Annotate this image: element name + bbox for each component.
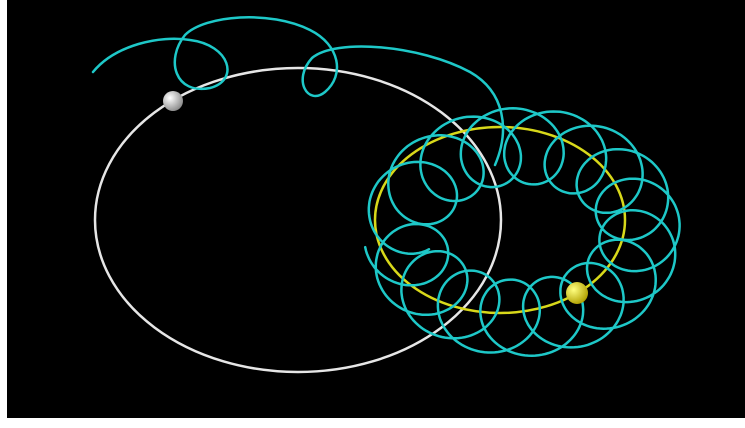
trajectory-loops (363, 107, 681, 357)
trajectory-start (91, 16, 505, 167)
yellow-body (566, 282, 588, 304)
white-orbit (93, 66, 503, 374)
yellow-orbit (373, 125, 627, 315)
white-body (163, 91, 183, 111)
